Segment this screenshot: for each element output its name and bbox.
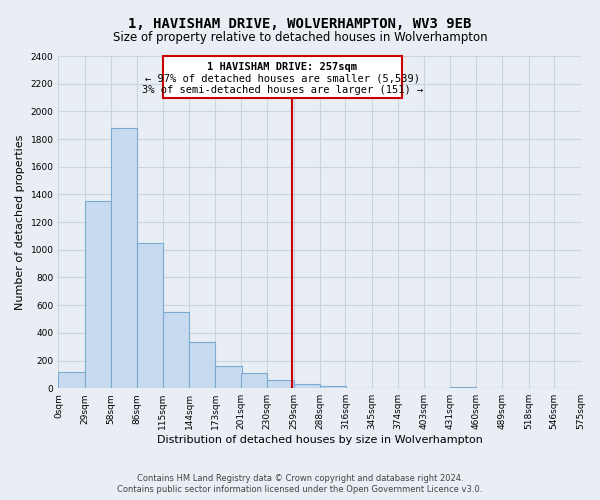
Bar [189,342,215,388]
Text: 1 HAVISHAM DRIVE: 257sqm: 1 HAVISHAM DRIVE: 257sqm [207,62,357,72]
X-axis label: Distribution of detached houses by size in Wolverhampton: Distribution of detached houses by size … [157,435,482,445]
FancyBboxPatch shape [163,56,401,98]
Bar [241,373,267,388]
Bar [58,372,85,388]
Text: Contains HM Land Registry data © Crown copyright and database right 2024.
Contai: Contains HM Land Registry data © Crown c… [118,474,482,494]
Text: 3% of semi-detached houses are larger (151) →: 3% of semi-detached houses are larger (1… [142,85,423,95]
Y-axis label: Number of detached properties: Number of detached properties [15,134,25,310]
Bar [85,202,111,388]
Bar [293,384,320,388]
Bar [163,312,189,388]
Bar [111,128,137,388]
Bar [450,387,476,388]
Bar [137,243,163,388]
Text: ← 97% of detached houses are smaller (5,539): ← 97% of detached houses are smaller (5,… [145,74,420,84]
Text: Size of property relative to detached houses in Wolverhampton: Size of property relative to detached ho… [113,31,487,44]
Bar [267,380,293,388]
Bar [215,366,242,388]
Bar [320,386,346,388]
Text: 1, HAVISHAM DRIVE, WOLVERHAMPTON, WV3 9EB: 1, HAVISHAM DRIVE, WOLVERHAMPTON, WV3 9E… [128,18,472,32]
